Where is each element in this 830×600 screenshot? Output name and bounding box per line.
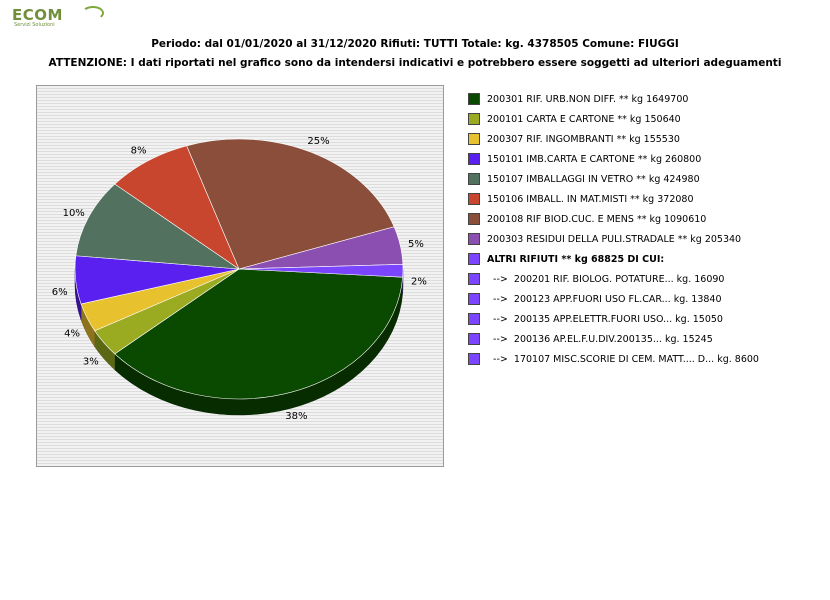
legend-label: 200303 RESIDUI DELLA PULI.STRADALE ** kg… — [487, 234, 742, 245]
slice-percent-label-2: 4% — [64, 329, 80, 340]
legend-item-3: 150101 IMB.CARTA E CARTONE ** kg 260800 — [467, 150, 817, 170]
legend-item-1: 200101 CARTA E CARTONE ** kg 150640 — [467, 110, 817, 130]
legend-item-8: ALTRI RIFIUTI ** kg 68825 DI CUI: — [467, 250, 817, 270]
legend-item-7: 200303 RESIDUI DELLA PULI.STRADALE ** kg… — [467, 230, 817, 250]
legend-label: --> 200123 APP.FUORI USO FL.CAR... kg. 1… — [487, 294, 722, 305]
slice-percent-label-1: 3% — [83, 356, 99, 367]
slice-percent-label-3: 6% — [52, 287, 68, 298]
slice-percent-label-0: 38% — [285, 411, 307, 422]
legend-swatch — [468, 273, 480, 285]
legend-swatch — [468, 253, 480, 265]
legend-label: 200101 CARTA E CARTONE ** kg 150640 — [487, 114, 681, 125]
legend-label: 200307 RIF. INGOMBRANTI ** kg 155530 — [487, 134, 680, 145]
legend-swatch — [468, 333, 480, 345]
legend-label: 150106 IMBALL. IN MAT.MISTI ** kg 372080 — [487, 194, 694, 205]
legend-subitem-1: --> 200123 APP.FUORI USO FL.CAR... kg. 1… — [467, 290, 817, 310]
legend-swatch — [468, 213, 480, 225]
legend-label: 200108 RIF BIOD.CUC. E MENS ** kg 109061… — [487, 214, 707, 225]
slice-percent-label-4: 10% — [63, 208, 85, 219]
legend-swatch — [468, 153, 480, 165]
legend-subitem-4: --> 170107 MISC.SCORIE DI CEM. MATT.... … — [467, 350, 817, 370]
legend-subitem-2: --> 200135 APP.ELETTR.FUORI USO... kg. 1… — [467, 310, 817, 330]
legend-swatch — [468, 93, 480, 105]
chart-subtitle: ATTENZIONE: I dati riportati nel grafico… — [48, 57, 782, 69]
legend-subitem-0: --> 200201 RIF. BIOLOG. POTATURE... kg. … — [467, 270, 817, 290]
logo-tagline: Servizi Soluzioni — [14, 22, 55, 28]
legend: 200301 RIF. URB.NON DIFF. ** kg 1649700 2… — [467, 90, 817, 370]
pie-slice-4 — [75, 183, 241, 270]
pie-slice-8 — [238, 264, 404, 278]
legend-label: 200301 RIF. URB.NON DIFF. ** kg 1649700 — [487, 94, 689, 105]
plot-area: 38% 3% 4% 6% 10% 8% 25% 5% 2% — [36, 85, 444, 467]
legend-item-6: 200108 RIF BIOD.CUC. E MENS ** kg 109061… — [467, 210, 817, 230]
ecom-logo: ECOM Servizi Soluzioni — [12, 6, 104, 30]
legend-swatch — [468, 353, 480, 365]
legend-swatch — [468, 113, 480, 125]
legend-label: --> 200136 AP.EL.F.U.DIV.200135... kg. 1… — [487, 334, 713, 345]
legend-label: --> 200135 APP.ELETTR.FUORI USO... kg. 1… — [487, 314, 723, 325]
slice-percent-label-7: 5% — [408, 239, 424, 250]
logo-swoosh-icon — [82, 6, 104, 20]
legend-swatch — [468, 293, 480, 305]
slice-percent-label-5: 8% — [131, 145, 147, 156]
pie-chart: 38% 3% 4% 6% 10% 8% 25% 5% 2% — [52, 136, 427, 422]
legend-label: 150107 IMBALLAGGI IN VETRO ** kg 424980 — [487, 174, 700, 185]
legend-item-0: 200301 RIF. URB.NON DIFF. ** kg 1649700 — [467, 90, 817, 110]
legend-item-4: 150107 IMBALLAGGI IN VETRO ** kg 424980 — [467, 170, 817, 190]
legend-swatch — [468, 133, 480, 145]
legend-label: 150101 IMB.CARTA E CARTONE ** kg 260800 — [487, 154, 702, 165]
pie-top-layer — [74, 138, 404, 400]
legend-label: --> 200201 RIF. BIOLOG. POTATURE... kg. … — [487, 274, 725, 285]
legend-item-2: 200307 RIF. INGOMBRANTI ** kg 155530 — [467, 130, 817, 150]
legend-subitem-3: --> 200136 AP.EL.F.U.DIV.200135... kg. 1… — [467, 330, 817, 350]
slice-percent-label-6: 25% — [307, 136, 329, 147]
legend-label: ALTRI RIFIUTI ** kg 68825 DI CUI: — [487, 254, 665, 265]
legend-swatch — [468, 193, 480, 205]
pie-slice-0 — [114, 268, 403, 400]
legend-swatch — [468, 313, 480, 325]
legend-item-5: 150106 IMBALL. IN MAT.MISTI ** kg 372080 — [467, 190, 817, 210]
legend-swatch — [468, 233, 480, 245]
legend-swatch — [468, 173, 480, 185]
slice-percent-label-8: 2% — [411, 277, 427, 288]
chart-title: Periodo: dal 01/01/2020 al 31/12/2020 Ri… — [151, 38, 679, 50]
pie-slice-5 — [114, 145, 240, 270]
pie-slice-6 — [186, 138, 395, 270]
legend-label: --> 170107 MISC.SCORIE DI CEM. MATT.... … — [487, 354, 759, 365]
logo-text: ECOM — [12, 6, 63, 24]
pie-labels: 38% 3% 4% 6% 10% 8% 25% 5% 2% — [52, 136, 427, 422]
